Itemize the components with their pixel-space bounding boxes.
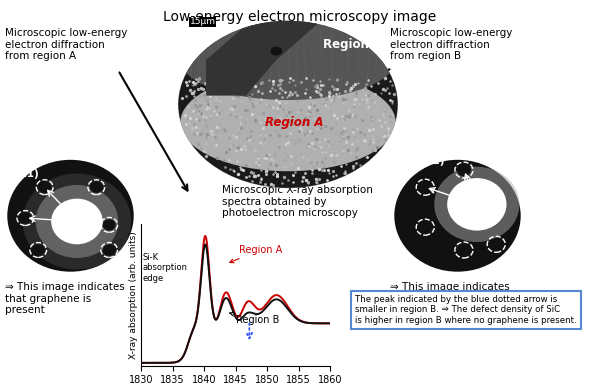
Text: Microscopic low-energy
electron diffraction
from region B: Microscopic low-energy electron diffract… <box>390 28 512 61</box>
Ellipse shape <box>181 74 395 171</box>
Text: 15μm: 15μm <box>190 17 216 26</box>
Circle shape <box>394 160 521 272</box>
Text: Microscopic low-energy
electron diffraction
from region A: Microscopic low-energy electron diffract… <box>5 28 127 61</box>
Circle shape <box>35 185 118 258</box>
Circle shape <box>90 182 103 193</box>
Text: The peak indicated by the blue dotted arrow is
smaller in region B. ⇒ The defect: The peak indicated by the blue dotted ar… <box>355 295 577 325</box>
Text: Microscopic X-ray absorption
spectra obtained by
photoelectron microscopy: Microscopic X-ray absorption spectra obt… <box>222 185 373 218</box>
Circle shape <box>418 181 433 194</box>
Circle shape <box>457 164 471 176</box>
Circle shape <box>418 221 433 233</box>
Text: Region A: Region A <box>265 116 323 129</box>
Circle shape <box>32 244 45 256</box>
Circle shape <box>434 167 520 242</box>
Text: ⇒ This image indicates
that graphene is
present: ⇒ This image indicates that graphene is … <box>5 282 125 315</box>
Circle shape <box>457 244 471 256</box>
Circle shape <box>19 212 32 224</box>
Circle shape <box>51 199 103 244</box>
Text: Si-K
absorption
edge: Si-K absorption edge <box>143 253 188 283</box>
Text: SiC(1x1): SiC(1x1) <box>395 156 445 166</box>
Text: ⇒ This image indicates
that SiC alone is
present: ⇒ This image indicates that SiC alone is… <box>390 282 510 315</box>
Circle shape <box>103 219 116 231</box>
Polygon shape <box>206 19 323 96</box>
Circle shape <box>178 21 398 188</box>
Ellipse shape <box>181 20 395 100</box>
Circle shape <box>103 244 116 256</box>
Circle shape <box>489 238 503 250</box>
Circle shape <box>23 173 131 269</box>
Circle shape <box>7 160 134 272</box>
Text: Region A: Region A <box>230 245 282 263</box>
Text: Region B: Region B <box>323 38 382 51</box>
Y-axis label: X-ray absorption (arb. units): X-ray absorption (arb. units) <box>129 231 138 359</box>
Circle shape <box>447 178 506 231</box>
Circle shape <box>38 182 51 193</box>
Text: (1x1): (1x1) <box>8 169 40 179</box>
Text: Low-energy electron microscopy image: Low-energy electron microscopy image <box>163 10 437 24</box>
Circle shape <box>271 47 282 55</box>
Text: Gra.: Gra. <box>8 156 34 166</box>
Text: Region B: Region B <box>230 312 279 325</box>
